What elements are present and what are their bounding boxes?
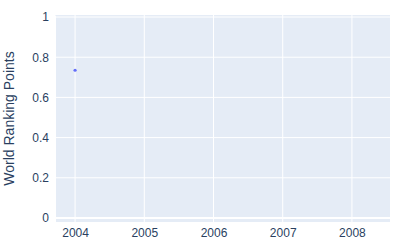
y-tick-label: 0.8 bbox=[32, 51, 49, 65]
y-tick-label: 0 bbox=[42, 211, 49, 225]
x-tick-label: 2004 bbox=[62, 226, 89, 240]
x-tick-label: 2008 bbox=[339, 226, 366, 240]
y-grid-line bbox=[55, 97, 390, 98]
y-tick-label: 0.6 bbox=[32, 91, 49, 105]
y-tick-label: 0.4 bbox=[32, 131, 49, 145]
y-tick: 0.6 bbox=[32, 91, 55, 105]
x-axis-line bbox=[56, 222, 391, 223]
x-grid-line bbox=[282, 15, 283, 222]
x-tick: 2008 bbox=[339, 222, 366, 240]
x-tick: 2007 bbox=[270, 222, 297, 240]
x-tick: 2005 bbox=[131, 222, 158, 240]
x-grid-line bbox=[351, 15, 352, 222]
y-grid-line bbox=[55, 137, 390, 138]
grid bbox=[55, 15, 390, 222]
x-axis: 2004 2005 2006 2007 2008 bbox=[56, 222, 391, 240]
y-grid-line bbox=[55, 177, 390, 178]
y-grid-line bbox=[55, 57, 390, 58]
point bbox=[73, 69, 76, 72]
x-grid-line bbox=[213, 15, 214, 222]
y-tick: 0.2 bbox=[32, 171, 55, 185]
chart: 2004 2005 2006 2007 2008 0 0.2 0.4 0.6 0.8 1 World … bbox=[0, 0, 400, 250]
x-grid-line bbox=[75, 15, 76, 222]
plot: 2004 2005 2006 2007 2008 0 0.2 0.4 0.6 0.8 1 bbox=[32, 10, 390, 239]
x-tick: 2004 bbox=[62, 222, 89, 240]
y-grid-line bbox=[55, 17, 390, 18]
y-tick: 0.8 bbox=[32, 51, 55, 65]
y-tick: 0.4 bbox=[32, 131, 55, 145]
x-tick-label: 2005 bbox=[131, 226, 158, 240]
y-axis-title: World Ranking Points bbox=[1, 51, 17, 185]
y-tick: 1 bbox=[42, 10, 55, 24]
y-axis-line bbox=[55, 16, 56, 223]
y-tick: 0 bbox=[42, 211, 55, 225]
y-axis: 0 0.2 0.4 0.6 0.8 1 bbox=[32, 10, 55, 225]
y-tick-label: 0.2 bbox=[32, 171, 49, 185]
y-grid-line bbox=[55, 217, 390, 219]
marks bbox=[73, 69, 76, 72]
y-tick-label: 1 bbox=[42, 10, 49, 24]
x-tick-label: 2006 bbox=[201, 226, 228, 240]
x-tick-label: 2007 bbox=[270, 226, 297, 240]
x-tick: 2006 bbox=[201, 222, 228, 240]
plot-background bbox=[55, 15, 390, 222]
x-grid-line bbox=[144, 15, 145, 222]
